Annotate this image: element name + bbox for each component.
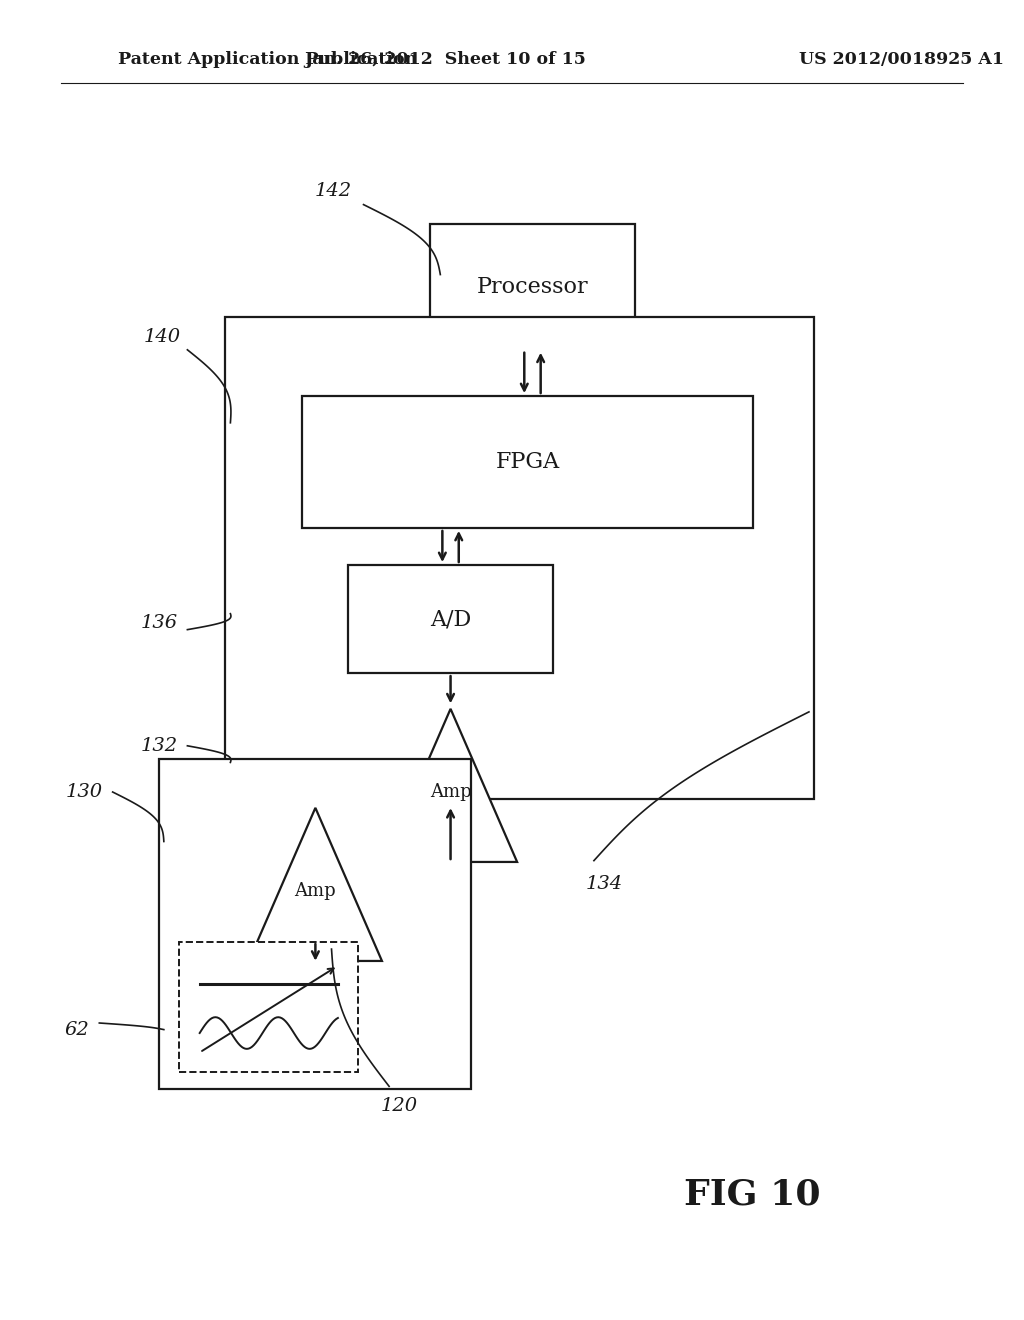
Text: US 2012/0018925 A1: US 2012/0018925 A1	[799, 51, 1004, 67]
Text: FPGA: FPGA	[496, 451, 559, 473]
Text: Jan. 26, 2012  Sheet 10 of 15: Jan. 26, 2012 Sheet 10 of 15	[304, 51, 587, 67]
Bar	[159, 759, 471, 1089]
Text: 130: 130	[66, 783, 102, 801]
Polygon shape	[249, 808, 382, 961]
Text: 62: 62	[65, 1020, 89, 1039]
Text: 136: 136	[140, 614, 177, 632]
Bar	[225, 317, 814, 799]
Text: Amp: Amp	[430, 783, 471, 801]
Text: 142: 142	[314, 182, 351, 201]
Text: 134: 134	[586, 875, 623, 894]
Polygon shape	[384, 709, 517, 862]
Text: Patent Application Publication: Patent Application Publication	[118, 51, 417, 67]
Text: Processor: Processor	[476, 276, 589, 298]
Text: 120: 120	[381, 1097, 418, 1115]
Bar	[348, 565, 553, 673]
Text: Amp: Amp	[295, 882, 336, 900]
Bar	[179, 942, 358, 1072]
Text: 140: 140	[143, 327, 180, 346]
Text: 132: 132	[140, 737, 177, 755]
Bar	[430, 224, 635, 350]
Text: FIG 10: FIG 10	[684, 1177, 821, 1212]
Text: A/D: A/D	[430, 609, 471, 630]
Bar	[302, 396, 753, 528]
